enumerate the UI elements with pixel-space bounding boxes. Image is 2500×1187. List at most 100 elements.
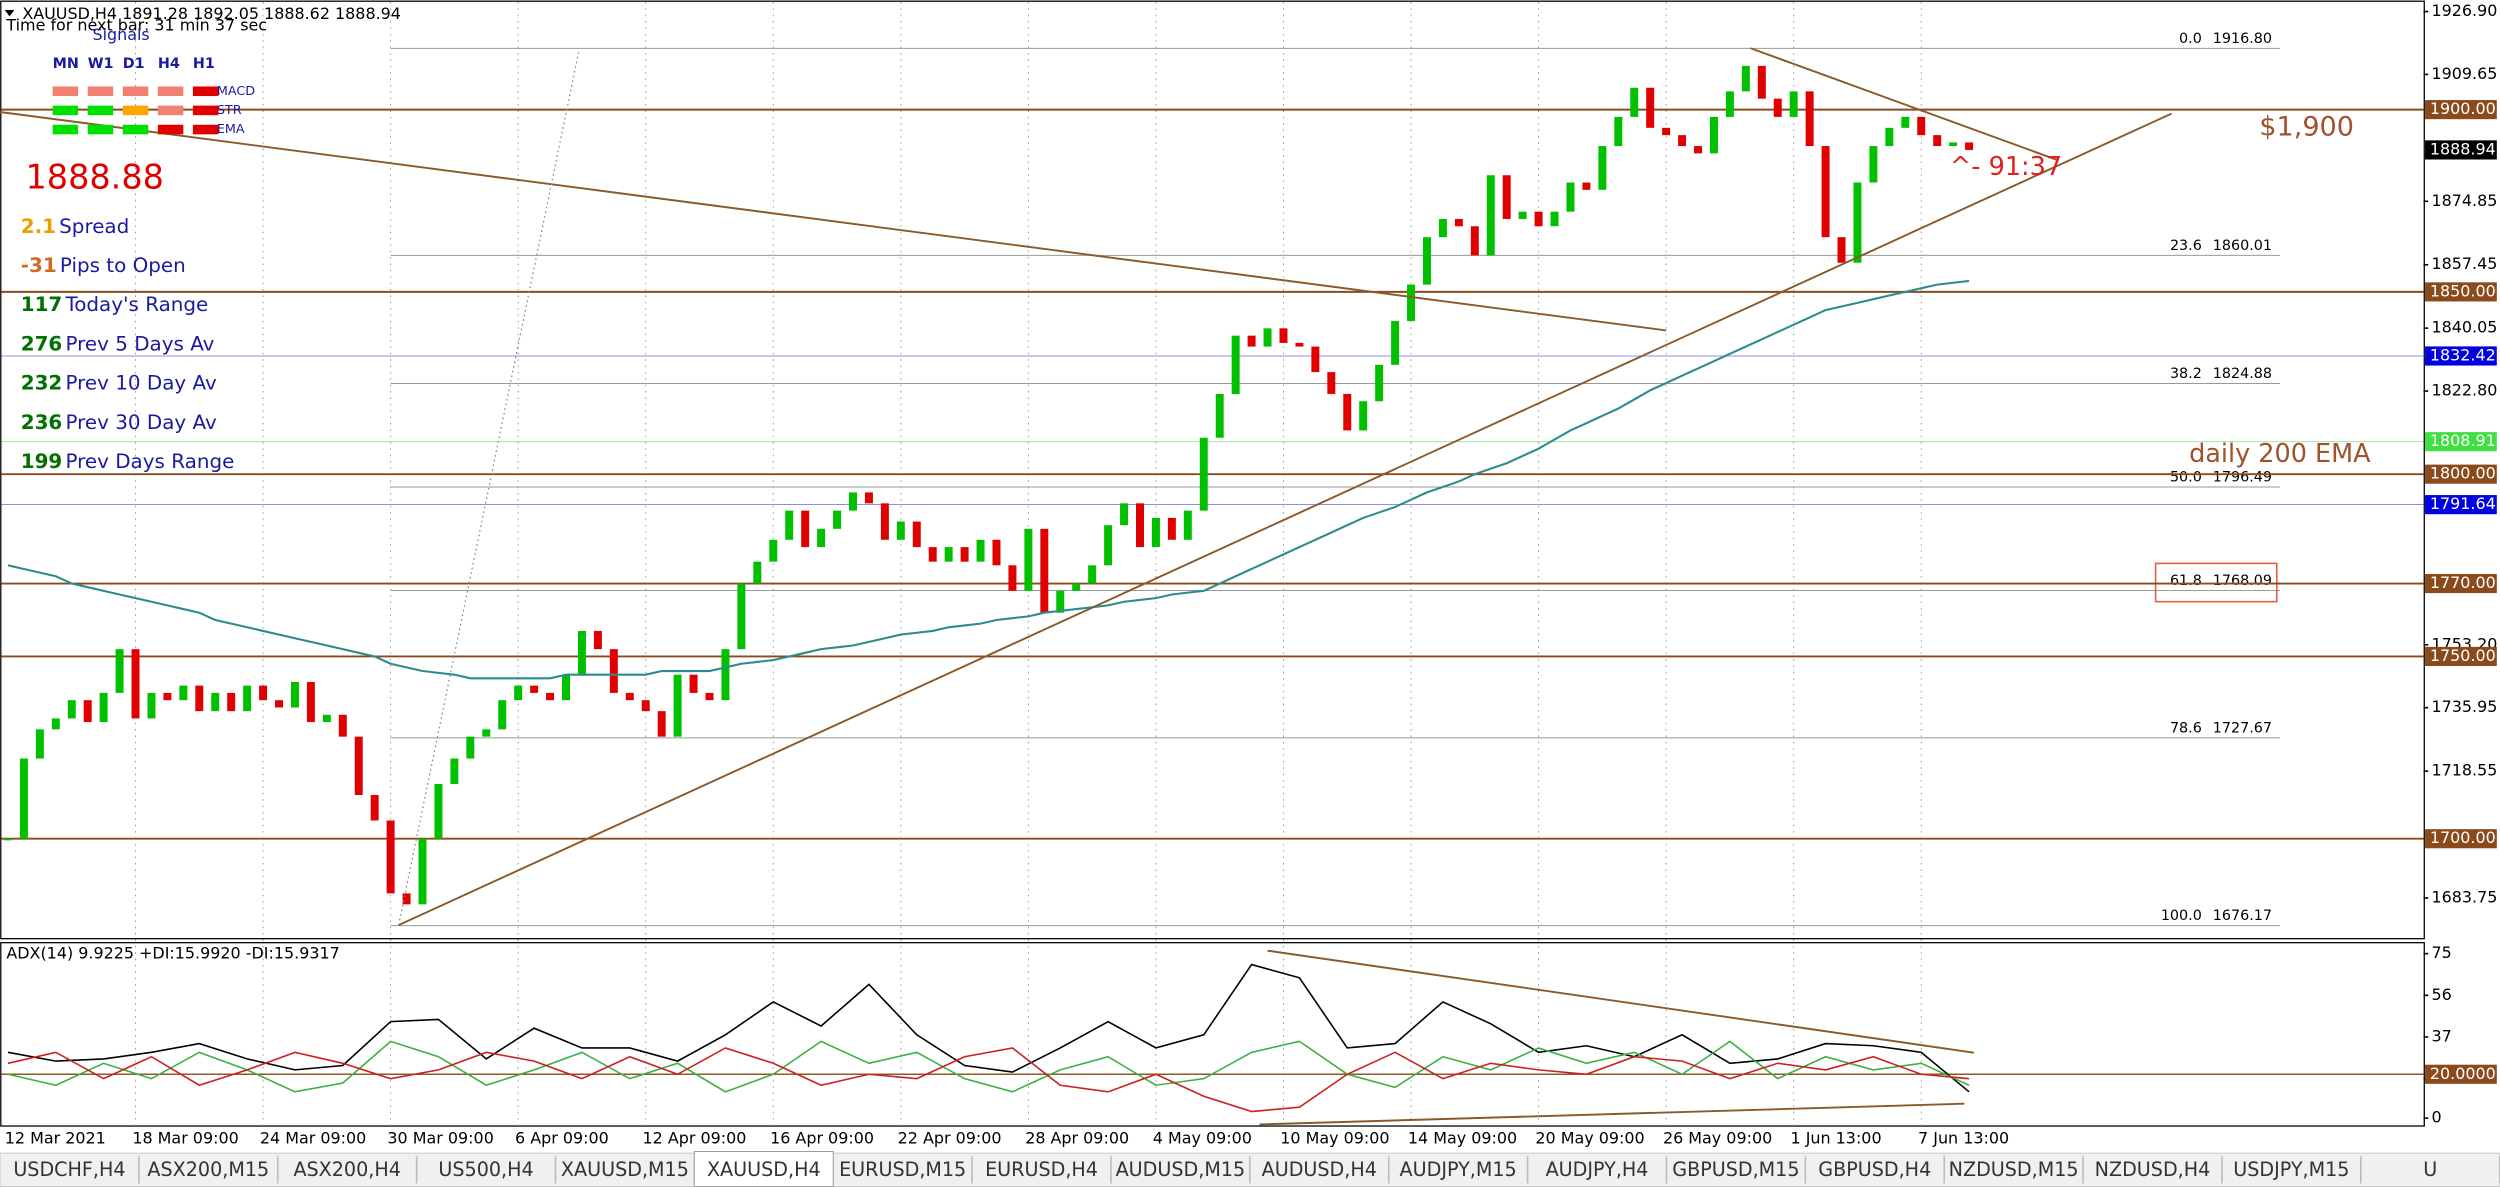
signal-box [87,86,114,97]
fib-value: 1727.67 [2213,720,2272,736]
indicator-label: EMA [217,122,245,137]
fib-ratio: 78.6 [2170,720,2202,736]
candle [1327,372,1336,394]
candle [864,492,873,504]
level-tag-label: 1800.00 [2430,464,2496,483]
fib-ratio: 61.8 [2170,573,2202,589]
tab[interactable]: EURUSD,M15 [839,1158,966,1181]
stat-label: Prev Days Range [65,450,234,473]
price-tag [2425,140,2497,160]
candle [880,503,889,540]
candle [290,681,299,708]
candle [211,692,220,712]
annotation: daily 200 EMA [2189,439,2371,469]
y-tick-label: 1683.75 [2431,887,2497,906]
tab[interactable]: XAUUSD,M15 [561,1158,689,1181]
active-tab [693,1151,834,1187]
tab[interactable]: ASX200,H4 [293,1158,400,1181]
signal-box [122,105,149,116]
candle [530,685,539,693]
candle [1614,116,1623,147]
level-tag [2425,282,2497,302]
candle [163,692,172,701]
x-tick-label: 6 Apr 09:00 [515,1128,609,1147]
annotation: ^- 91:37 [1950,152,2062,182]
candle [769,539,778,562]
candle [1869,146,1878,183]
tab[interactable]: USDCHF,H4 [13,1158,125,1181]
candle [1646,87,1655,128]
tab[interactable]: AUDJPY,H4 [1546,1158,1649,1181]
tab[interactable]: AUDUSD,M15 [1116,1158,1246,1181]
stat: 236 Prev 30 Day Av [21,410,217,433]
candle [1343,393,1352,431]
annotation: $1,900 [2259,111,2354,142]
y-tick-label: 1857.45 [2431,254,2497,273]
tab-bar: USDCHF,H4 ASX200,M15 ASX200,H4 US500,H4 XAUU… [0,1151,2500,1187]
candle [992,539,1001,566]
candle [1757,65,1766,99]
candle [1136,503,1144,548]
candle [1295,342,1304,347]
candle [1550,211,1559,227]
candle [3,838,12,841]
level-tag-label: 20.0000 [2430,1064,2496,1083]
candle [817,528,826,548]
x-tick-label: 12 Mar 2021 [5,1128,106,1147]
candle [928,547,937,562]
stat-label: Prev 30 Day Av [65,410,216,433]
candle [657,711,666,737]
tab[interactable]: NZDUSD,H4 [2095,1158,2211,1181]
indicator-title: ADX(14) 9.9225 +DI:15.9920 -DI:15.9317 [6,943,339,962]
menu-arrow [4,9,15,17]
tab[interactable]: US500,H4 [438,1158,533,1181]
level-tag [2425,573,2497,594]
signal-box [157,86,184,97]
candle [1024,528,1033,591]
fib-ratio: 23.6 [2170,238,2202,254]
candle [418,838,427,905]
fib-value: 1824.88 [2213,366,2272,382]
tab[interactable]: EURUSD,H4 [985,1158,1098,1181]
tab[interactable]: U [2423,1158,2437,1181]
candle [243,685,252,712]
tab[interactable]: NZDUSD,M15 [1949,1158,2079,1181]
signal-box [52,105,79,116]
candle [721,649,730,701]
candle [322,714,331,723]
trend-line [397,51,580,926]
candle [753,561,762,584]
candle [912,521,921,548]
candle [896,521,905,540]
timeframe-label: D1 [123,56,145,72]
signal-box [87,105,114,116]
x-tick-label: 16 Apr 09:00 [770,1128,874,1147]
trend-line [0,111,1667,332]
tab[interactable]: AUDJPY,M15 [1400,1158,1517,1181]
candle [1167,517,1176,540]
tab[interactable]: GBPUSD,M15 [1672,1158,1799,1181]
tab[interactable]: XAUUSD,H4 [707,1158,821,1181]
fib-ratio: 0.0 [2179,31,2202,47]
candle [976,539,985,562]
fib-ratio: 38.2 [2170,366,2202,382]
y-tick-label: 1874.85 [2431,191,2497,210]
tab[interactable]: ASX200,M15 [147,1158,269,1181]
indicator-line [7,963,1970,1093]
fib-ratio: 100.0 [2161,908,2202,924]
candle [1502,175,1511,219]
x-tick-label: 1 Jun 13:00 [1790,1128,1881,1147]
price-tag-label: 1808.91 [2430,431,2496,450]
tab[interactable]: USDJPY,M15 [2233,1158,2349,1181]
candle [83,700,92,723]
tab[interactable]: GBPUSD,H4 [1818,1158,1931,1181]
candle [115,649,124,693]
level-tag [2425,1064,2497,1084]
candle [1965,142,1974,150]
candle [1056,590,1065,613]
stat-value: 236 [21,410,63,433]
candle [1151,517,1160,548]
candle [386,820,395,894]
candle [1853,182,1862,263]
tab[interactable]: AUDUSD,H4 [1262,1158,1377,1181]
